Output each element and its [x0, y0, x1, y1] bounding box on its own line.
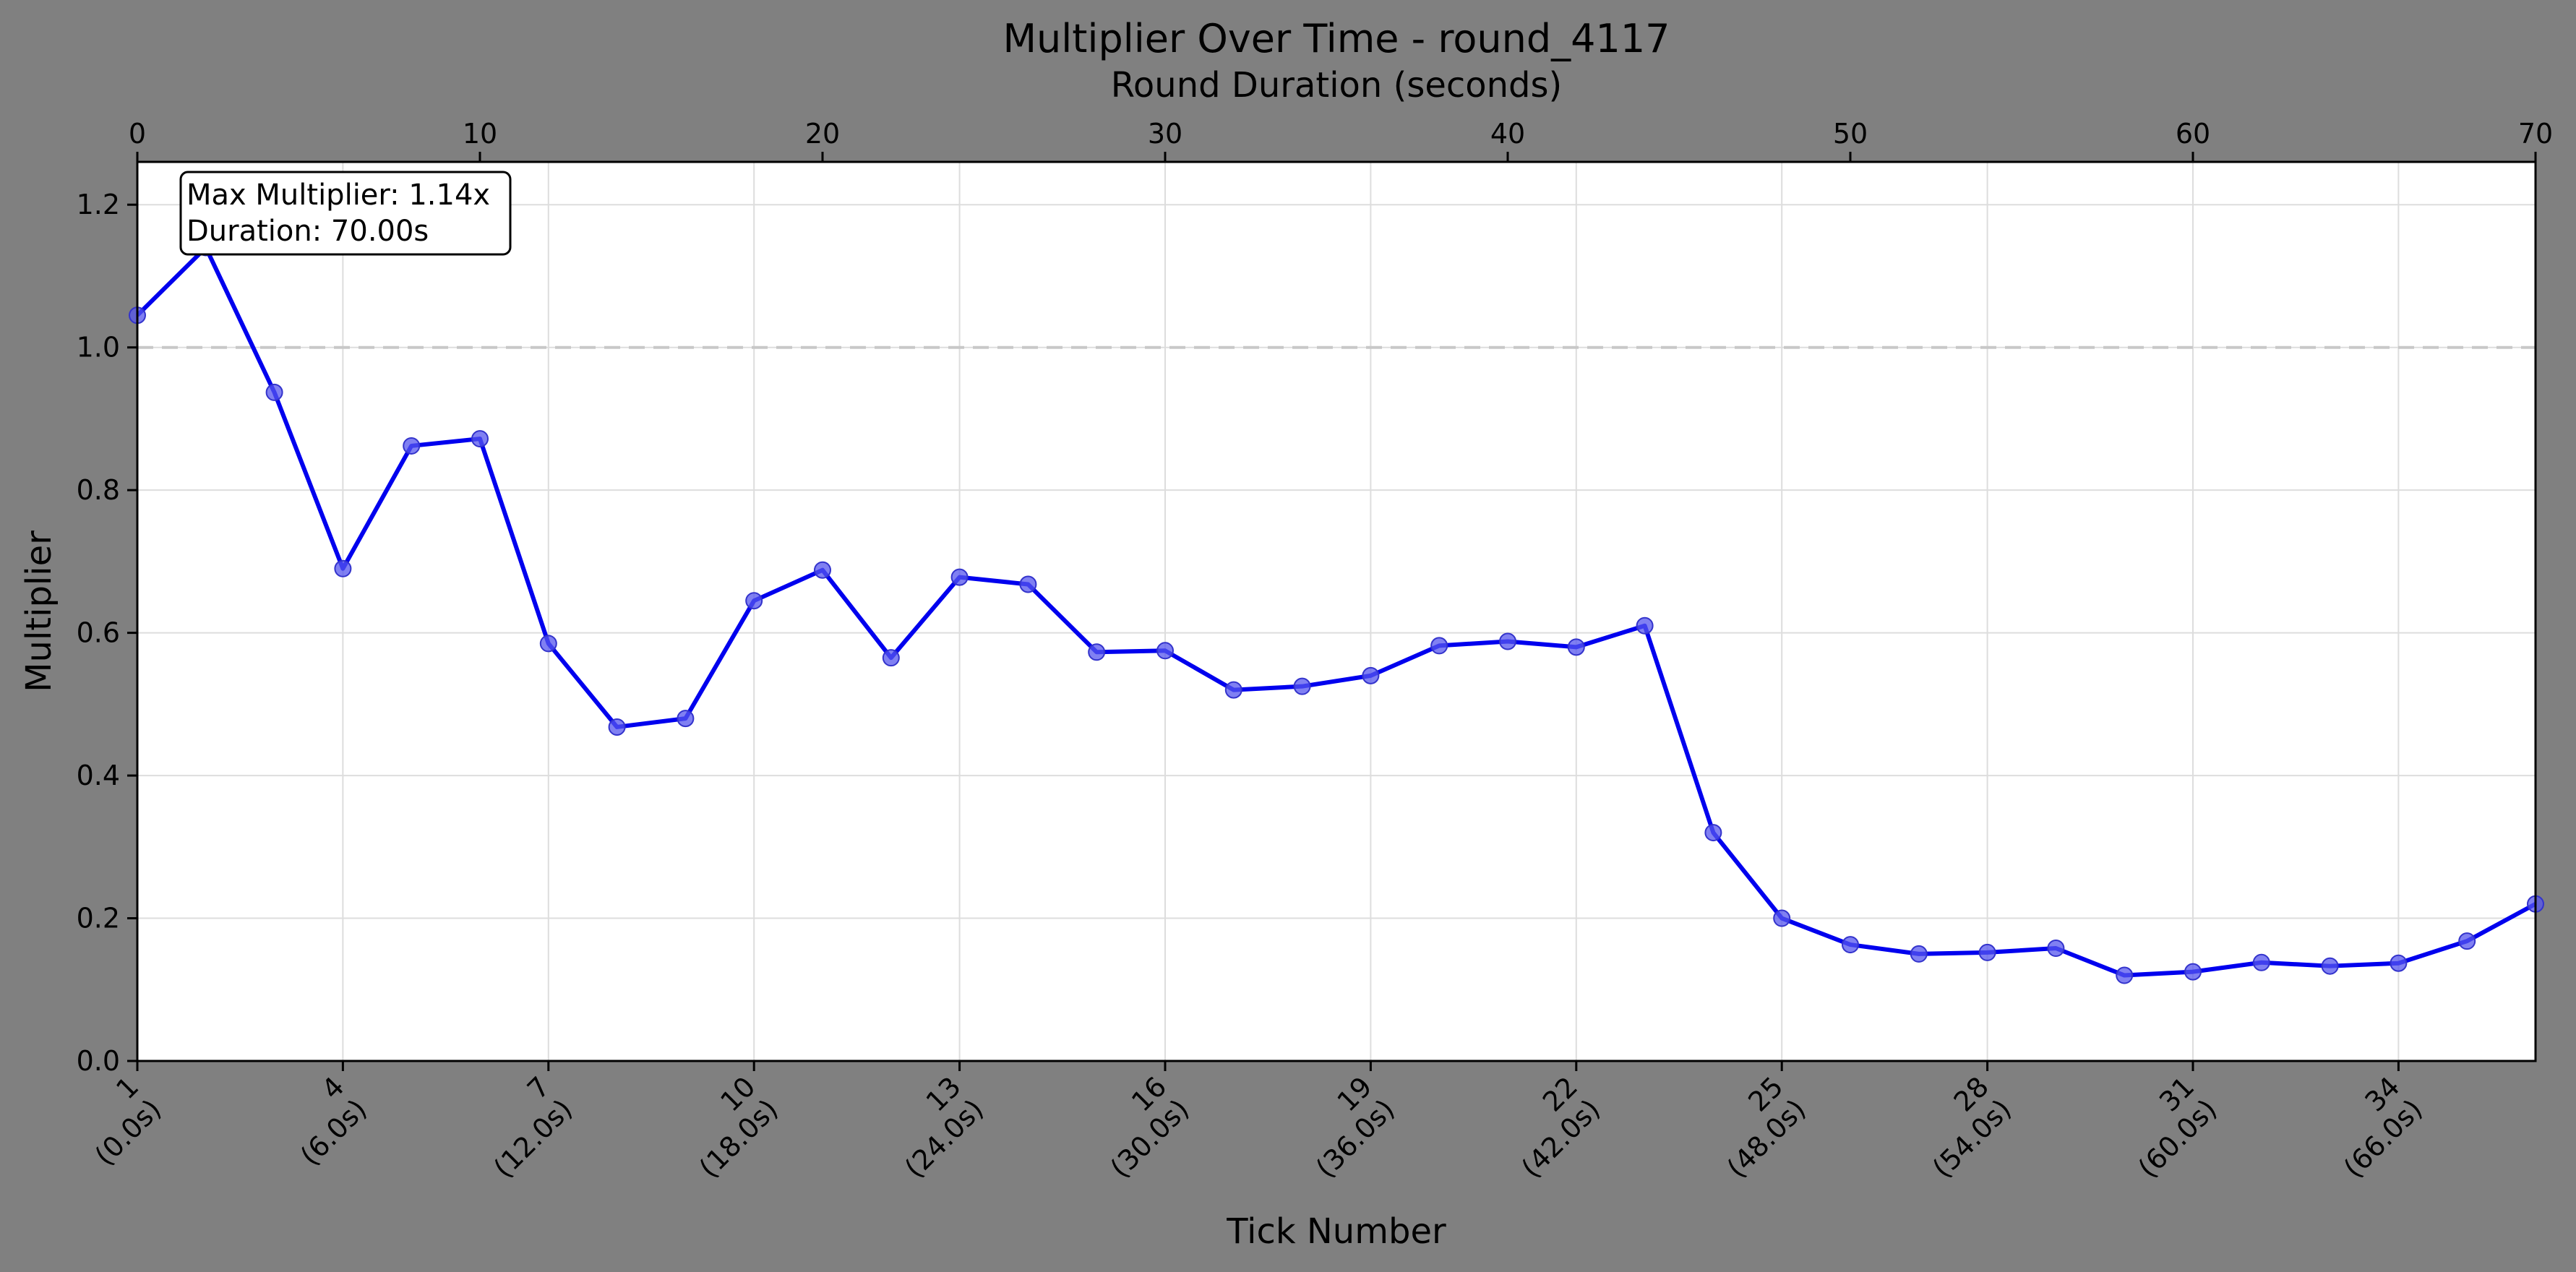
x-tick-label: 10(18.0s)	[671, 1070, 784, 1184]
data-point	[882, 649, 900, 667]
data-point	[1293, 677, 1311, 695]
data-point	[1430, 637, 1448, 655]
data-point	[677, 710, 695, 728]
x2-tick-label: 60	[2176, 118, 2210, 150]
data-point	[1499, 632, 1516, 650]
plot-area	[137, 162, 2536, 1061]
top-axis: 0 10 20 30 40 50 60 70	[129, 118, 2553, 162]
x-tick-label: 4(6.0s)	[272, 1070, 373, 1172]
x-tick-label-time: (6.0s)	[294, 1093, 373, 1172]
chart-title: Multiplier Over Time - round_4117	[1003, 16, 1670, 61]
plot-frame	[136, 160, 2537, 1062]
data-point	[2047, 940, 2065, 958]
x2-tick-label: 70	[2518, 118, 2553, 150]
y-tick-label: 0.8	[77, 474, 120, 506]
data-point	[814, 561, 831, 579]
x2-tick-label: 50	[1833, 118, 1868, 150]
x-tick-label-time: (12.0s)	[487, 1093, 578, 1184]
x2-tick-label: 20	[805, 118, 840, 150]
annotation-box: Max Multiplier: 1.14x Duration: 70.00s	[179, 171, 512, 256]
y-tick-label: 0.0	[77, 1045, 120, 1077]
x2-tick-label: 30	[1148, 118, 1182, 150]
data-point	[950, 568, 969, 586]
x2-tick-label: 40	[1490, 118, 1525, 150]
x2-tick-label: 0	[129, 118, 146, 150]
x-tick-label: 13(24.0s)	[876, 1070, 989, 1184]
data-point	[334, 559, 352, 577]
x-tick-label: 7(12.0s)	[465, 1070, 578, 1184]
data-point	[1910, 945, 1928, 963]
data-point	[265, 383, 283, 401]
data-point	[745, 592, 763, 610]
data-point	[2458, 932, 2476, 950]
data-point	[539, 635, 557, 653]
series-group	[129, 239, 2544, 984]
data-point	[1636, 616, 1654, 635]
data-point	[1704, 824, 1722, 842]
data-point	[2184, 963, 2202, 981]
data-point	[608, 718, 626, 736]
x2-tick-label: 10	[463, 118, 497, 150]
x-tick-label: 16(30.0s)	[1081, 1070, 1195, 1184]
data-point	[403, 437, 421, 455]
data-point	[2390, 954, 2408, 972]
x-axis-title: Tick Number	[1226, 1211, 1446, 1252]
left-axis: 0.0 0.2 0.4 0.6 0.8 1.0 1.2	[77, 189, 137, 1077]
x-tick-label: 19(36.0s)	[1287, 1070, 1401, 1184]
annotation-duration: Duration: 70.00s	[186, 215, 429, 248]
data-point	[1978, 943, 1996, 961]
y-tick-label: 0.2	[77, 903, 120, 934]
x-tick-label: 1(0.0s)	[66, 1070, 168, 1172]
x-tick-label: 22(42.0s)	[1493, 1070, 1606, 1184]
data-point	[1842, 936, 1859, 954]
top-axis-title: Round Duration (seconds)	[1111, 65, 1563, 106]
data-point	[2252, 953, 2270, 971]
data-point	[1088, 643, 1106, 661]
annotation-max-multiplier: Max Multiplier: 1.14x	[186, 179, 490, 212]
y-tick-label: 1.0	[77, 332, 120, 364]
y-tick-label: 0.4	[77, 760, 120, 791]
series-line	[135, 245, 2537, 978]
data-point	[1156, 642, 1174, 660]
data-point	[1362, 666, 1380, 684]
data-point	[1019, 575, 1037, 593]
x-tick-label: 34(66.0s)	[2315, 1070, 2429, 1184]
x-tick-label-time: (0.0s)	[89, 1093, 168, 1172]
data-point	[1224, 681, 1242, 699]
x-tick-label: 25(48.0s)	[1699, 1070, 1812, 1184]
x-tick-label: 31(60.0s)	[2109, 1070, 2223, 1184]
data-point	[1567, 638, 1585, 656]
data-point	[2321, 957, 2339, 975]
x-tick-label: 28(54.0s)	[1904, 1070, 2017, 1184]
bottom-axis: 1(0.0s) 4(6.0s) 7(12.0s) 10(18.0s) 13(24.0s)…	[66, 1061, 2429, 1184]
y-tick-label: 1.2	[77, 189, 120, 220]
data-point	[1773, 909, 1791, 927]
y-tick-label: 0.6	[77, 617, 120, 649]
data-point	[471, 430, 489, 448]
y-axis-title: Multiplier	[19, 530, 59, 692]
data-point	[2116, 966, 2134, 984]
